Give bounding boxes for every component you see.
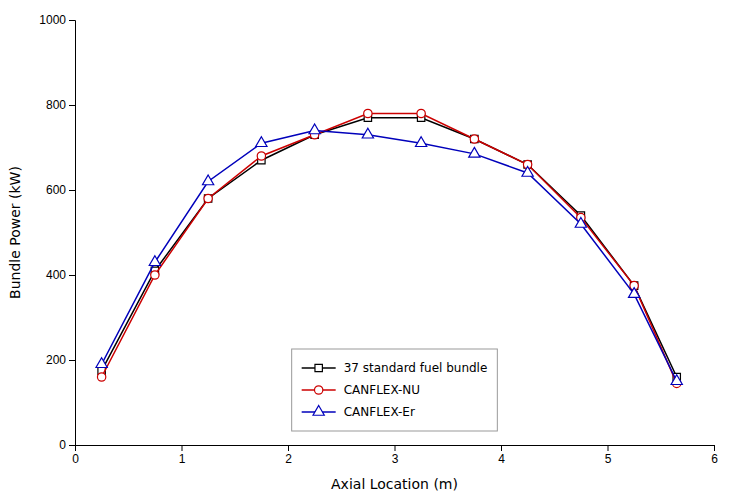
point: [364, 109, 372, 117]
legend-symbol: [313, 405, 324, 415]
legend-label: 37 standard fuel bundle: [344, 361, 488, 375]
axis-line: [69, 21, 76, 446]
tick: 5: [605, 445, 612, 466]
tick: 0: [59, 438, 75, 452]
point: [96, 358, 107, 368]
tick-mark: [608, 445, 609, 451]
tick-label: 4: [498, 452, 505, 466]
line: [102, 114, 677, 384]
point: [417, 109, 425, 117]
point: [628, 288, 639, 298]
series: [98, 114, 681, 381]
point: [522, 166, 533, 176]
tick: 800: [46, 98, 75, 112]
plot: 0 1 2 3 4 5 6 0 200 400 600 800 1000 37 standard fuel…: [39, 13, 718, 465]
point: [202, 175, 213, 185]
tick-mark: [69, 275, 75, 276]
tick: 400: [46, 268, 75, 282]
tick-mark: [69, 20, 75, 21]
legend-label: CANFLEX-Er: [344, 405, 415, 419]
tick-label: 3: [392, 452, 399, 466]
marks: [96, 109, 682, 387]
legend-box: [292, 349, 498, 431]
chart: 0 1 2 3 4 5 6 0 200 400 600 800 1000 37 standard fuel…: [0, 0, 739, 503]
tick-label: 0: [59, 438, 66, 452]
tick-mark: [501, 445, 502, 451]
tick: 1000: [39, 13, 75, 27]
legend: 37 standard fuel bundle CANFLEX-NU CANFLEX…: [292, 349, 498, 431]
point: [671, 375, 682, 385]
tick-mark: [714, 445, 715, 451]
point: [309, 124, 320, 134]
point: [256, 137, 267, 147]
tick: 600: [46, 183, 75, 197]
line: [102, 131, 677, 382]
tick-label: 200: [46, 353, 66, 367]
point: [469, 147, 480, 157]
legend-symbol: [315, 364, 322, 371]
tick-label: 2: [285, 452, 292, 466]
tick-label: 5: [605, 452, 612, 466]
series: [96, 124, 682, 385]
point: [204, 195, 211, 202]
tick-label: 1000: [39, 13, 66, 27]
point: [575, 217, 586, 227]
tick-label: 600: [46, 183, 66, 197]
point: [470, 135, 478, 143]
tick-mark: [69, 190, 75, 191]
point: [149, 256, 160, 266]
tick-label: 6: [711, 452, 718, 466]
point: [97, 373, 105, 381]
tick: 0: [72, 445, 79, 466]
tick-label: 1: [179, 452, 186, 466]
tick: 200: [46, 353, 75, 367]
x-axis: 0 1 2 3 4 5 6: [72, 445, 718, 466]
tick: 4: [498, 445, 505, 466]
point: [204, 194, 212, 202]
x-axis-title: Axial Location (m): [331, 476, 458, 492]
tick: 6: [711, 445, 718, 466]
point: [151, 271, 159, 279]
line: [102, 118, 677, 377]
axis-line: [76, 446, 715, 452]
tick-mark: [395, 445, 396, 451]
legend-item: CANFLEX-NU: [302, 383, 420, 397]
y-axis: 0 200 400 600 800 1000: [39, 13, 75, 452]
point: [257, 152, 265, 160]
legend-item: CANFLEX-Er: [302, 405, 415, 419]
tick-mark: [69, 105, 75, 106]
y-axis-title: Bundle Power (kW): [7, 166, 23, 299]
tick: 1: [179, 445, 186, 466]
point: [471, 135, 478, 142]
series: [97, 109, 680, 387]
tick-mark: [69, 445, 75, 446]
point: [362, 128, 373, 138]
tick-mark: [69, 360, 75, 361]
tick: 2: [285, 445, 292, 466]
tick-label: 800: [46, 98, 66, 112]
point: [415, 137, 426, 147]
tick-label: 0: [72, 452, 79, 466]
tick-label: 400: [46, 268, 66, 282]
legend-symbol: [314, 386, 322, 394]
legend-label: CANFLEX-NU: [344, 383, 420, 397]
tick-mark: [182, 445, 183, 451]
legend-item: 37 standard fuel bundle: [302, 361, 488, 375]
tick: 3: [392, 445, 399, 466]
tick-mark: [288, 445, 289, 451]
